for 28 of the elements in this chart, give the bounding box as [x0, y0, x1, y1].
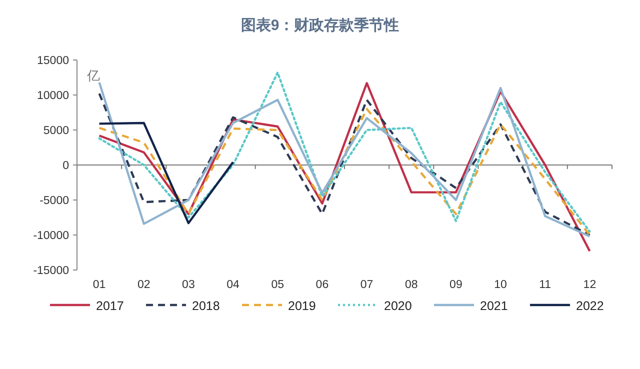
x-tick-label: 11 [539, 279, 552, 291]
y-axis-title: 亿 [86, 68, 100, 83]
y-tick-label: -5000 [40, 195, 69, 207]
y-tick-label: -15000 [33, 265, 69, 277]
line-series [98, 122, 234, 224]
y-tick-label: 15000 [37, 55, 69, 67]
y-tick-label: 0 [62, 160, 69, 172]
x-tick-label: 12 [583, 279, 596, 291]
x-tick-label: 04 [226, 279, 240, 291]
legend-label: 2019 [288, 299, 316, 313]
chart-title: 图表9：财政存款季节性 [240, 17, 400, 34]
x-tick-label: 10 [494, 279, 507, 291]
legend-label: 2021 [480, 299, 508, 313]
y-tick-label: -10000 [33, 230, 69, 242]
x-tick-label: 05 [271, 279, 284, 291]
x-tick-label: 02 [137, 279, 150, 291]
y-tick-label: 10000 [37, 90, 69, 102]
x-tick-label: 07 [360, 279, 374, 291]
x-tick-label: 03 [182, 279, 195, 291]
y-tick-label: 5000 [43, 125, 69, 137]
x-tick-label: 08 [404, 279, 418, 291]
x-tick-label: 09 [450, 279, 462, 291]
x-tick-label: 06 [316, 279, 329, 291]
x-tick-label: 01 [92, 279, 106, 291]
legend-label: 2020 [384, 299, 412, 313]
legend-label: 2022 [576, 299, 604, 313]
legend-label: 2018 [192, 299, 220, 313]
legend-label: 2017 [96, 299, 124, 313]
